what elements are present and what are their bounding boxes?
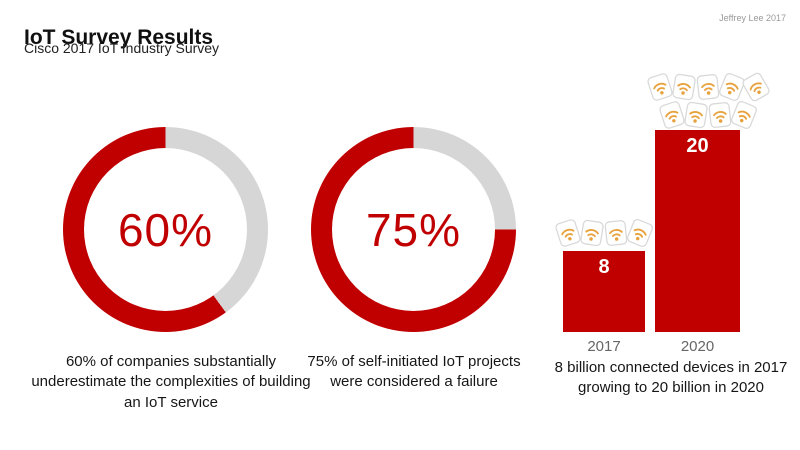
wifi-device-icon [731,101,757,129]
page-subtitle: Cisco 2017 IoT Industry Survey [24,40,220,56]
donut-chart-60: 60% [63,127,268,332]
wifi-device-icon [672,73,696,101]
wifi-device-icon [708,102,732,128]
donut-75-caption: 75% of self-initiated IoT projects were … [307,353,521,391]
wifi-device-icon [647,73,673,101]
x-axis-label-2017: 2017 [587,338,621,355]
donut-60-caption: 60% of companies substantially underesti… [31,353,311,411]
bar-value-2020: 20 [686,135,709,157]
donut-hole: 60% [84,148,247,311]
wifi-device-icon [604,220,628,246]
donut-hole: 75% [332,148,495,311]
wifi-device-icon [627,219,653,247]
device-icon-cluster-2020 [644,54,772,129]
wifi-device-icon [719,73,745,101]
donut-chart-75: 75% [311,127,516,332]
wifi-device-icon [696,74,720,100]
page-title: IoT Survey Results [24,26,214,50]
bar-value-2017: 8 [598,256,610,278]
wifi-device-icon [580,219,604,247]
author-credit: Jeffrey Lee 2017 [719,13,786,23]
bar-2020: 20 [655,130,740,332]
device-icon-cluster-2017 [551,198,657,247]
bar-2017: 8 [563,251,645,332]
wifi-device-icon [555,219,581,247]
wifi-device-icon [684,101,708,129]
wifi-device-icon [742,72,770,102]
wifi-device-icon [659,101,685,129]
x-axis-label-2020: 2020 [680,338,715,355]
donut-percent-label: 75% [365,203,462,256]
bar-chart-caption: 8 billion connected devices in 2017 grow… [554,359,788,397]
donut-percent-label: 60% [117,203,214,256]
